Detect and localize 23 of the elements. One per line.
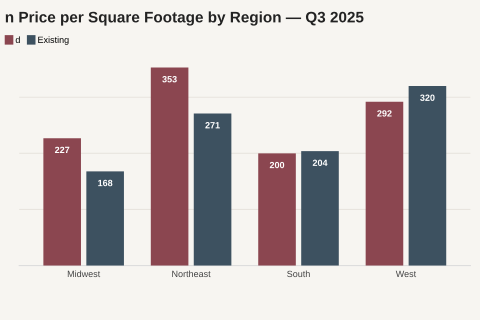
x-tick-label: South [287,270,310,278]
chart-title: n Price per Square Footage by Region — Q3 2025 [6,11,364,26]
bar [86,171,124,266]
bar [150,68,188,266]
data-label: 227 [54,146,70,154]
data-label: 200 [270,162,284,168]
legend-label: Existing [38,36,69,45]
x-tick-label: Northeast [172,270,211,278]
x-tick-label: Midwest [68,270,100,278]
data-label: 204 [312,160,328,166]
data-label: 168 [98,180,112,186]
bar [301,151,339,266]
bar [366,102,404,266]
data-label: 271 [205,122,220,128]
bar [408,86,446,266]
legend-label: d [16,36,20,44]
x-tick-label: West [396,270,416,278]
bar [194,114,232,266]
bar [258,153,296,266]
bar [43,138,81,266]
data-label: 353 [162,76,177,82]
data-label: 320 [420,94,435,101]
data-label: 292 [377,110,392,117]
